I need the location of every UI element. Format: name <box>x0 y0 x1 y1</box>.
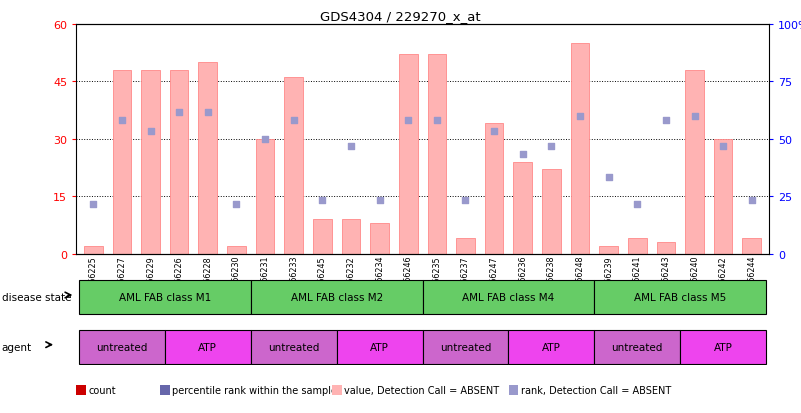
Text: agent: agent <box>2 342 32 352</box>
Text: untreated: untreated <box>96 342 147 352</box>
Bar <box>199 63 217 254</box>
Point <box>459 197 472 204</box>
Point <box>688 113 701 120</box>
Bar <box>657 242 675 254</box>
Bar <box>594 330 680 364</box>
Bar <box>542 170 561 254</box>
Point <box>144 128 157 135</box>
Point <box>545 144 557 150</box>
Point <box>517 151 529 158</box>
Bar <box>313 220 332 254</box>
Bar <box>422 330 509 364</box>
Bar <box>628 239 646 254</box>
Bar <box>251 330 336 364</box>
Point <box>746 197 759 204</box>
Point <box>430 117 443 123</box>
Bar <box>570 44 590 254</box>
Text: percentile rank within the sample: percentile rank within the sample <box>172 385 337 395</box>
Bar <box>456 239 475 254</box>
Bar <box>743 239 761 254</box>
Text: GDS4304 / 229270_x_at: GDS4304 / 229270_x_at <box>320 10 481 23</box>
Point <box>87 201 99 208</box>
Point <box>488 128 501 135</box>
Point <box>173 109 186 116</box>
Text: rank, Detection Call = ABSENT: rank, Detection Call = ABSENT <box>521 385 671 395</box>
Bar <box>599 246 618 254</box>
Bar <box>594 281 766 314</box>
Bar <box>284 78 303 254</box>
Bar <box>370 223 389 254</box>
Text: disease state: disease state <box>2 292 71 302</box>
Bar <box>141 71 160 254</box>
Text: value, Detection Call = ABSENT: value, Detection Call = ABSENT <box>344 385 500 395</box>
Text: untreated: untreated <box>612 342 663 352</box>
Bar <box>509 330 594 364</box>
Bar <box>513 162 532 254</box>
Bar <box>680 330 766 364</box>
Bar <box>485 124 503 254</box>
Bar <box>251 281 422 314</box>
Bar <box>714 140 732 254</box>
Text: ATP: ATP <box>542 342 561 352</box>
Text: AML FAB class M4: AML FAB class M4 <box>462 292 554 302</box>
Point <box>316 197 328 204</box>
Point <box>602 174 615 181</box>
Bar <box>79 330 165 364</box>
Bar <box>428 55 446 254</box>
Text: AML FAB class M2: AML FAB class M2 <box>291 292 383 302</box>
Text: untreated: untreated <box>268 342 320 352</box>
Text: ATP: ATP <box>370 342 389 352</box>
Text: ATP: ATP <box>714 342 733 352</box>
Bar <box>170 71 188 254</box>
Bar <box>336 330 422 364</box>
Bar <box>399 55 417 254</box>
Text: AML FAB class M5: AML FAB class M5 <box>634 292 727 302</box>
Point <box>115 117 128 123</box>
Bar <box>227 246 246 254</box>
Point <box>373 197 386 204</box>
Bar <box>113 71 131 254</box>
Point <box>230 201 243 208</box>
Bar <box>79 281 251 314</box>
Text: count: count <box>88 385 115 395</box>
Point <box>574 113 586 120</box>
Point <box>717 144 730 150</box>
Point <box>631 201 644 208</box>
Bar <box>256 140 275 254</box>
Text: AML FAB class M1: AML FAB class M1 <box>119 292 211 302</box>
Point <box>659 117 672 123</box>
Point <box>201 109 214 116</box>
Bar <box>342 220 360 254</box>
Point <box>288 117 300 123</box>
Bar <box>84 246 103 254</box>
Point <box>259 136 272 143</box>
Text: ATP: ATP <box>199 342 217 352</box>
Bar <box>422 281 594 314</box>
Bar <box>165 330 251 364</box>
Bar <box>685 71 704 254</box>
Text: untreated: untreated <box>440 342 491 352</box>
Point <box>344 144 357 150</box>
Point <box>402 117 415 123</box>
